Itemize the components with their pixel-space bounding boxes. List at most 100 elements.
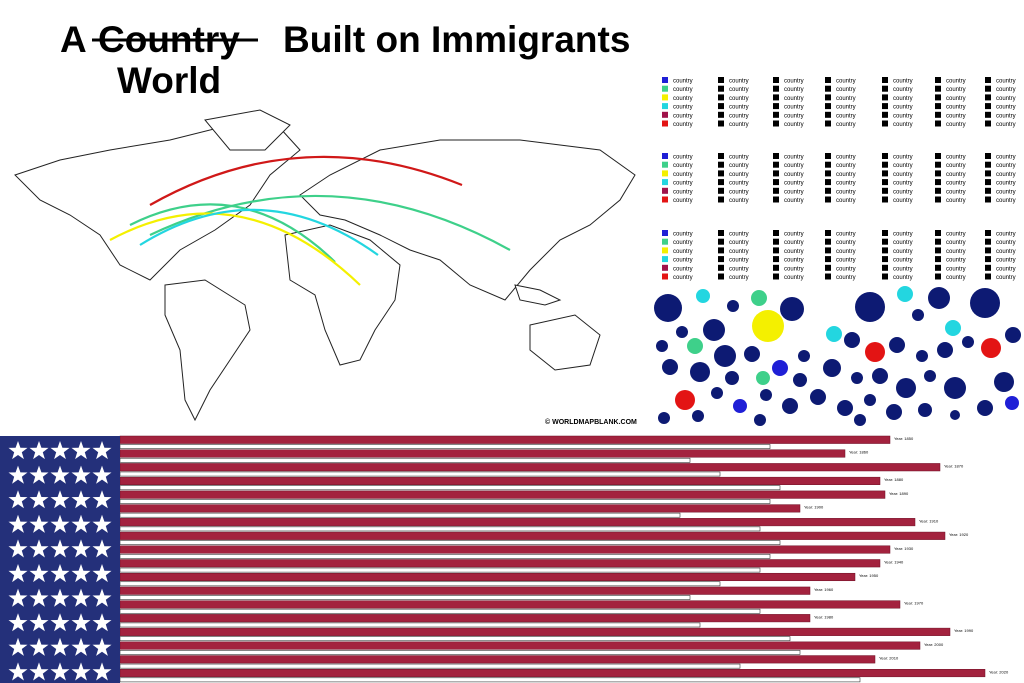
bubble xyxy=(654,294,682,322)
flag-star xyxy=(29,662,49,681)
flag-star xyxy=(71,441,91,460)
flag-star xyxy=(92,613,112,632)
bubble xyxy=(994,372,1014,392)
legend-label: country xyxy=(784,189,804,195)
legend-label: country xyxy=(893,155,913,161)
bubble xyxy=(945,320,961,336)
bubble xyxy=(897,286,913,302)
legend-swatch xyxy=(985,238,991,245)
legend-label: country xyxy=(893,240,913,246)
title-rest: Built on Immigrants xyxy=(283,19,630,60)
legend-label: country xyxy=(893,266,913,272)
legend-swatch xyxy=(718,161,724,168)
legend-label: country xyxy=(893,258,913,264)
legend-label: country xyxy=(784,249,804,255)
legend-swatch xyxy=(882,153,888,159)
legend-swatch xyxy=(718,94,724,101)
flag-star xyxy=(71,490,91,509)
flag-star xyxy=(29,637,49,656)
legend-label: country xyxy=(836,258,856,264)
legend-swatch xyxy=(985,170,991,177)
flag-star xyxy=(8,564,28,583)
legend-swatch xyxy=(718,77,724,83)
legend-label: country xyxy=(893,249,913,255)
bubble xyxy=(896,378,916,398)
legend-label: country xyxy=(946,249,966,255)
flag-star xyxy=(29,514,49,533)
bubble xyxy=(855,292,885,322)
legend-label: country xyxy=(673,189,693,195)
bubble xyxy=(793,373,807,387)
legend-swatch xyxy=(985,256,991,263)
legend-swatch xyxy=(825,247,831,254)
legend-label: country xyxy=(836,240,856,246)
red-stripe xyxy=(119,586,811,595)
flag-star xyxy=(50,441,70,460)
legend-label: country xyxy=(784,122,804,128)
bubble xyxy=(733,399,747,413)
legend-swatch xyxy=(985,264,991,271)
flag-star xyxy=(71,564,91,583)
legend-swatch xyxy=(882,161,888,168)
legend-swatch xyxy=(935,170,941,177)
legend-label: country xyxy=(836,79,856,85)
legend-swatch xyxy=(662,85,668,92)
legend-label: country xyxy=(996,122,1016,128)
legend-label: country xyxy=(946,172,966,178)
legend-swatch xyxy=(662,273,668,280)
legend-swatch xyxy=(935,77,941,83)
legend-swatch xyxy=(718,103,724,110)
legend-swatch xyxy=(773,170,779,177)
migration-arc xyxy=(129,203,336,263)
red-stripe xyxy=(119,655,876,664)
legend-swatch xyxy=(773,196,779,203)
white-stripe xyxy=(119,650,801,655)
white-stripe xyxy=(119,444,771,449)
legend-label: country xyxy=(784,258,804,264)
legend-label: country xyxy=(673,258,693,264)
bar-year-label: Year: 1920 xyxy=(949,532,969,537)
migration-arc xyxy=(109,212,361,286)
red-stripe xyxy=(119,463,941,472)
legend-label: country xyxy=(836,232,856,238)
legend-swatch xyxy=(662,120,668,127)
white-stripe xyxy=(119,581,721,587)
legend-swatch xyxy=(773,85,779,92)
africa xyxy=(284,224,401,366)
bubble xyxy=(772,360,788,376)
red-stripe xyxy=(119,600,901,609)
legend-swatch xyxy=(718,170,724,177)
flag-star xyxy=(92,662,112,681)
bubble xyxy=(977,400,993,416)
legend-label: country xyxy=(729,96,749,102)
flag-star xyxy=(8,490,28,509)
bubble xyxy=(676,326,688,338)
bubble xyxy=(656,340,668,352)
legend-label: country xyxy=(729,258,749,264)
legend-label: country xyxy=(996,189,1016,195)
legend-label: country xyxy=(784,198,804,204)
legend-swatch xyxy=(662,103,668,110)
legend-label: country xyxy=(836,113,856,119)
bubble xyxy=(851,372,863,384)
legend-swatch xyxy=(825,196,831,203)
bar-year-label: Year: 1870 xyxy=(944,463,964,468)
legend-swatch xyxy=(825,230,831,236)
legend-swatch xyxy=(882,170,888,177)
flag-star xyxy=(8,588,28,607)
legend-label: country xyxy=(729,189,749,195)
legend-swatch xyxy=(718,153,724,159)
legend-swatch xyxy=(773,187,779,194)
legend-swatch xyxy=(662,111,668,118)
legend-label: country xyxy=(996,232,1016,238)
legend-swatch xyxy=(662,161,668,168)
legend-label: country xyxy=(996,240,1016,246)
red-stripe xyxy=(119,476,881,485)
flag-star xyxy=(92,465,112,484)
legend-swatch xyxy=(773,256,779,263)
legend-swatch xyxy=(935,111,941,118)
legend-label: country xyxy=(946,113,966,119)
legend-swatch xyxy=(935,120,941,127)
legend-label: country xyxy=(673,181,693,187)
flag-star xyxy=(71,637,91,656)
